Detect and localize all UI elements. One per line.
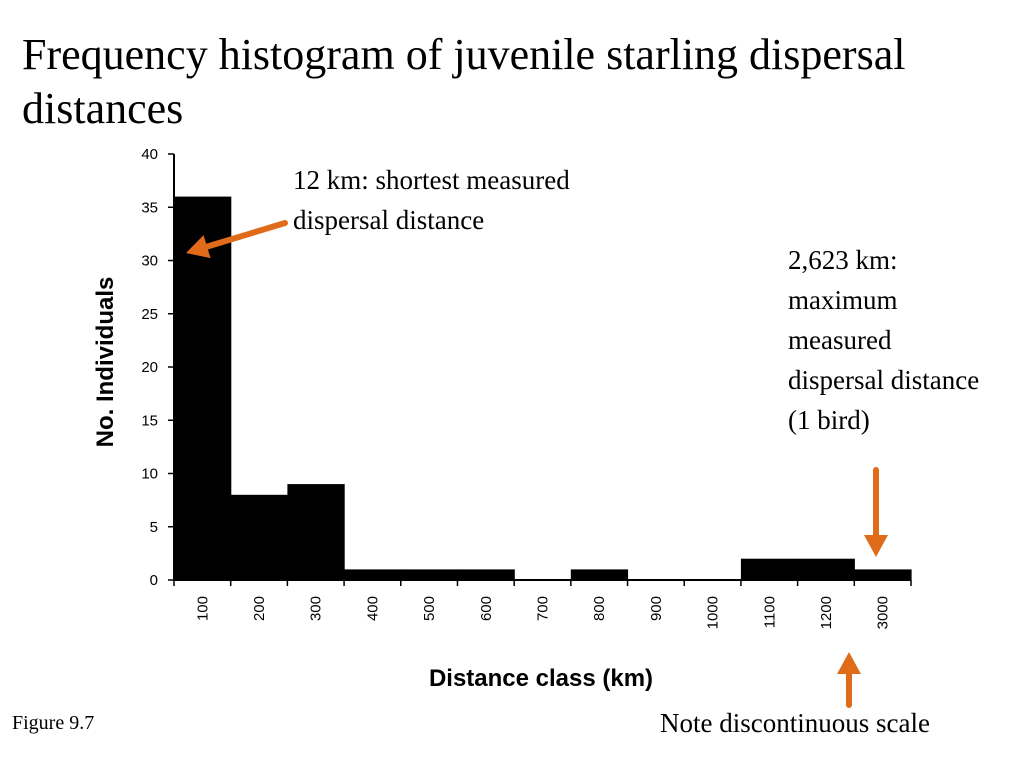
x-tick-label: 1100 xyxy=(761,596,778,628)
bar-500 xyxy=(400,569,459,580)
x-tick-label: 100 xyxy=(194,596,211,621)
x-axis-title: Distance class (km) xyxy=(429,665,653,692)
y-tick-label: 35 xyxy=(141,199,158,216)
figure-label: Figure 9.7 xyxy=(12,712,95,734)
x-tick-label: 3000 xyxy=(875,596,892,629)
x-tick-label: 300 xyxy=(308,596,325,621)
discontinuous-scale-arrow xyxy=(837,652,861,708)
x-tick-label: 400 xyxy=(364,596,381,621)
y-tick-label: 0 xyxy=(150,572,158,589)
x-tick-label: 1000 xyxy=(705,596,722,629)
bar-3000 xyxy=(854,569,912,580)
y-axis-title: No. Individuals xyxy=(92,277,119,448)
max-distance-arrow xyxy=(864,467,888,557)
max-distance-annotation: 2,623 km: maximum measured dispersal dis… xyxy=(788,245,980,435)
bar-100 xyxy=(174,196,232,580)
bar-1200 xyxy=(797,558,855,580)
y-tick-label: 15 xyxy=(141,412,158,429)
x-tick-label: 900 xyxy=(648,596,665,621)
x-tick-label: 600 xyxy=(478,596,495,621)
slide-title: Frequency histogram of juvenile starling… xyxy=(22,30,906,133)
x-tick-label: 200 xyxy=(251,596,268,621)
y-tick-label: 20 xyxy=(141,359,158,376)
x-tick-label: 700 xyxy=(535,596,552,621)
bar-800 xyxy=(570,569,629,580)
bars-group xyxy=(174,196,912,580)
y-tick-label: 5 xyxy=(150,519,158,536)
min-distance-annotation: 12 km: shortest measured dispersal dista… xyxy=(293,165,570,235)
bar-600 xyxy=(457,569,515,580)
y-tick-label: 30 xyxy=(141,253,158,270)
min-distance-arrow xyxy=(186,220,288,259)
bar-300 xyxy=(287,484,345,580)
y-tick-label: 10 xyxy=(141,466,158,483)
y-tick-label: 40 xyxy=(141,146,158,163)
discontinuous-scale-note: Note discontinuous scale xyxy=(660,708,930,738)
y-tick-label: 25 xyxy=(141,306,158,323)
bar-200 xyxy=(230,494,288,580)
bar-400 xyxy=(344,569,402,580)
bar-1100 xyxy=(740,558,799,580)
arrows-group xyxy=(186,220,888,708)
x-tick-label: 500 xyxy=(421,596,438,621)
x-tick-label: 1200 xyxy=(818,596,835,629)
axes-group: 0 5 10 15 20 25 30 35 40 100 200 300 400 500 600 700 800… xyxy=(141,146,912,629)
x-tick-label: 800 xyxy=(591,596,608,621)
